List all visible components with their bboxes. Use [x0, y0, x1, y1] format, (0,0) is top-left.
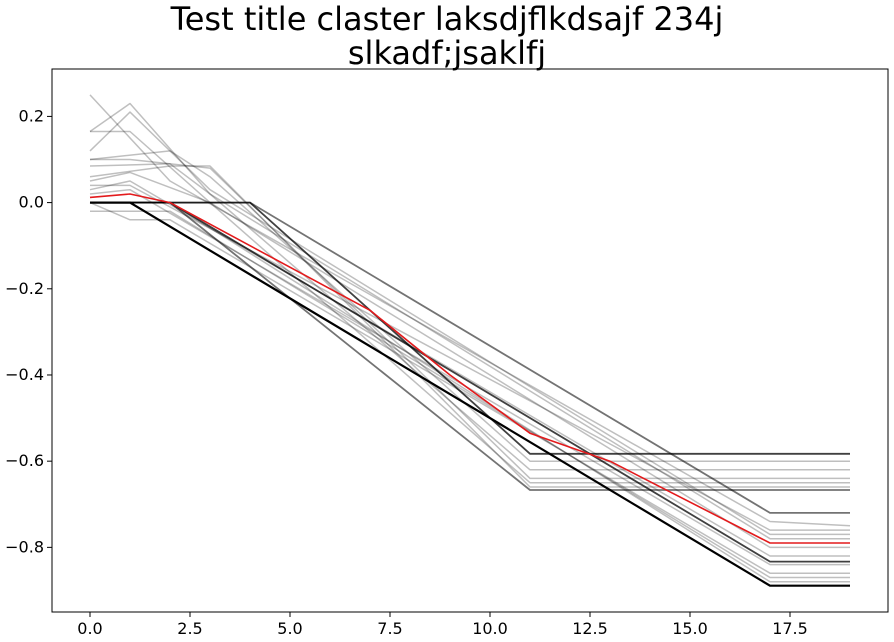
- y-tick-label: 0.0: [19, 193, 44, 212]
- x-tick-label: 2.5: [177, 619, 202, 638]
- series-line-19: [90, 201, 850, 587]
- chart-title: Test title claster laksdjflkdsajf 234j s…: [0, 0, 894, 70]
- x-tick-label: 5.0: [277, 619, 302, 638]
- chart-title-line-1: Test title claster laksdjflkdsajf 234j: [170, 0, 724, 38]
- x-tick-label: 15.0: [672, 619, 708, 638]
- x-tick-label: 0.0: [77, 619, 102, 638]
- y-tick-label: −0.8: [5, 537, 44, 556]
- y-axis: 0.2 0.0 −0.2 −0.4 −0.6 −0.8: [5, 106, 52, 556]
- series-layer: [89, 94, 851, 587]
- x-tick-label: 17.5: [772, 619, 808, 638]
- series-line-1: [89, 102, 850, 540]
- y-tick-label: −0.6: [5, 451, 44, 470]
- series-line-11: [89, 201, 850, 574]
- series-line-13: [90, 210, 850, 579]
- series-line-14: [90, 184, 850, 531]
- y-tick-label: −0.2: [5, 279, 44, 298]
- x-axis: 0.0 2.5 5.0 7.5 10.0 12.5 15.0 17.5: [77, 612, 808, 638]
- y-tick-label: 0.2: [19, 106, 44, 125]
- series-line-5: [89, 150, 850, 462]
- series-line-9: [89, 180, 850, 557]
- series-line-2: [90, 130, 850, 549]
- series-line-7: [89, 165, 850, 488]
- chart-title-line-2: slkadf;jsaklfj: [347, 34, 547, 72]
- series-line-6: [89, 163, 850, 471]
- x-tick-label: 12.5: [572, 619, 608, 638]
- series-line-18: [90, 201, 850, 563]
- series-line-15: [90, 201, 850, 514]
- x-tick-label: 10.0: [472, 619, 508, 638]
- series-line-8: [89, 171, 850, 484]
- plot-frame: [51, 68, 889, 613]
- series-line-20: [89, 193, 850, 544]
- series-line-4: [90, 158, 850, 480]
- y-tick-label: −0.4: [5, 365, 44, 384]
- series-line-0: [89, 94, 851, 527]
- series-line-3: [89, 111, 850, 536]
- series-line-10: [89, 188, 850, 566]
- x-tick-label: 7.5: [377, 619, 402, 638]
